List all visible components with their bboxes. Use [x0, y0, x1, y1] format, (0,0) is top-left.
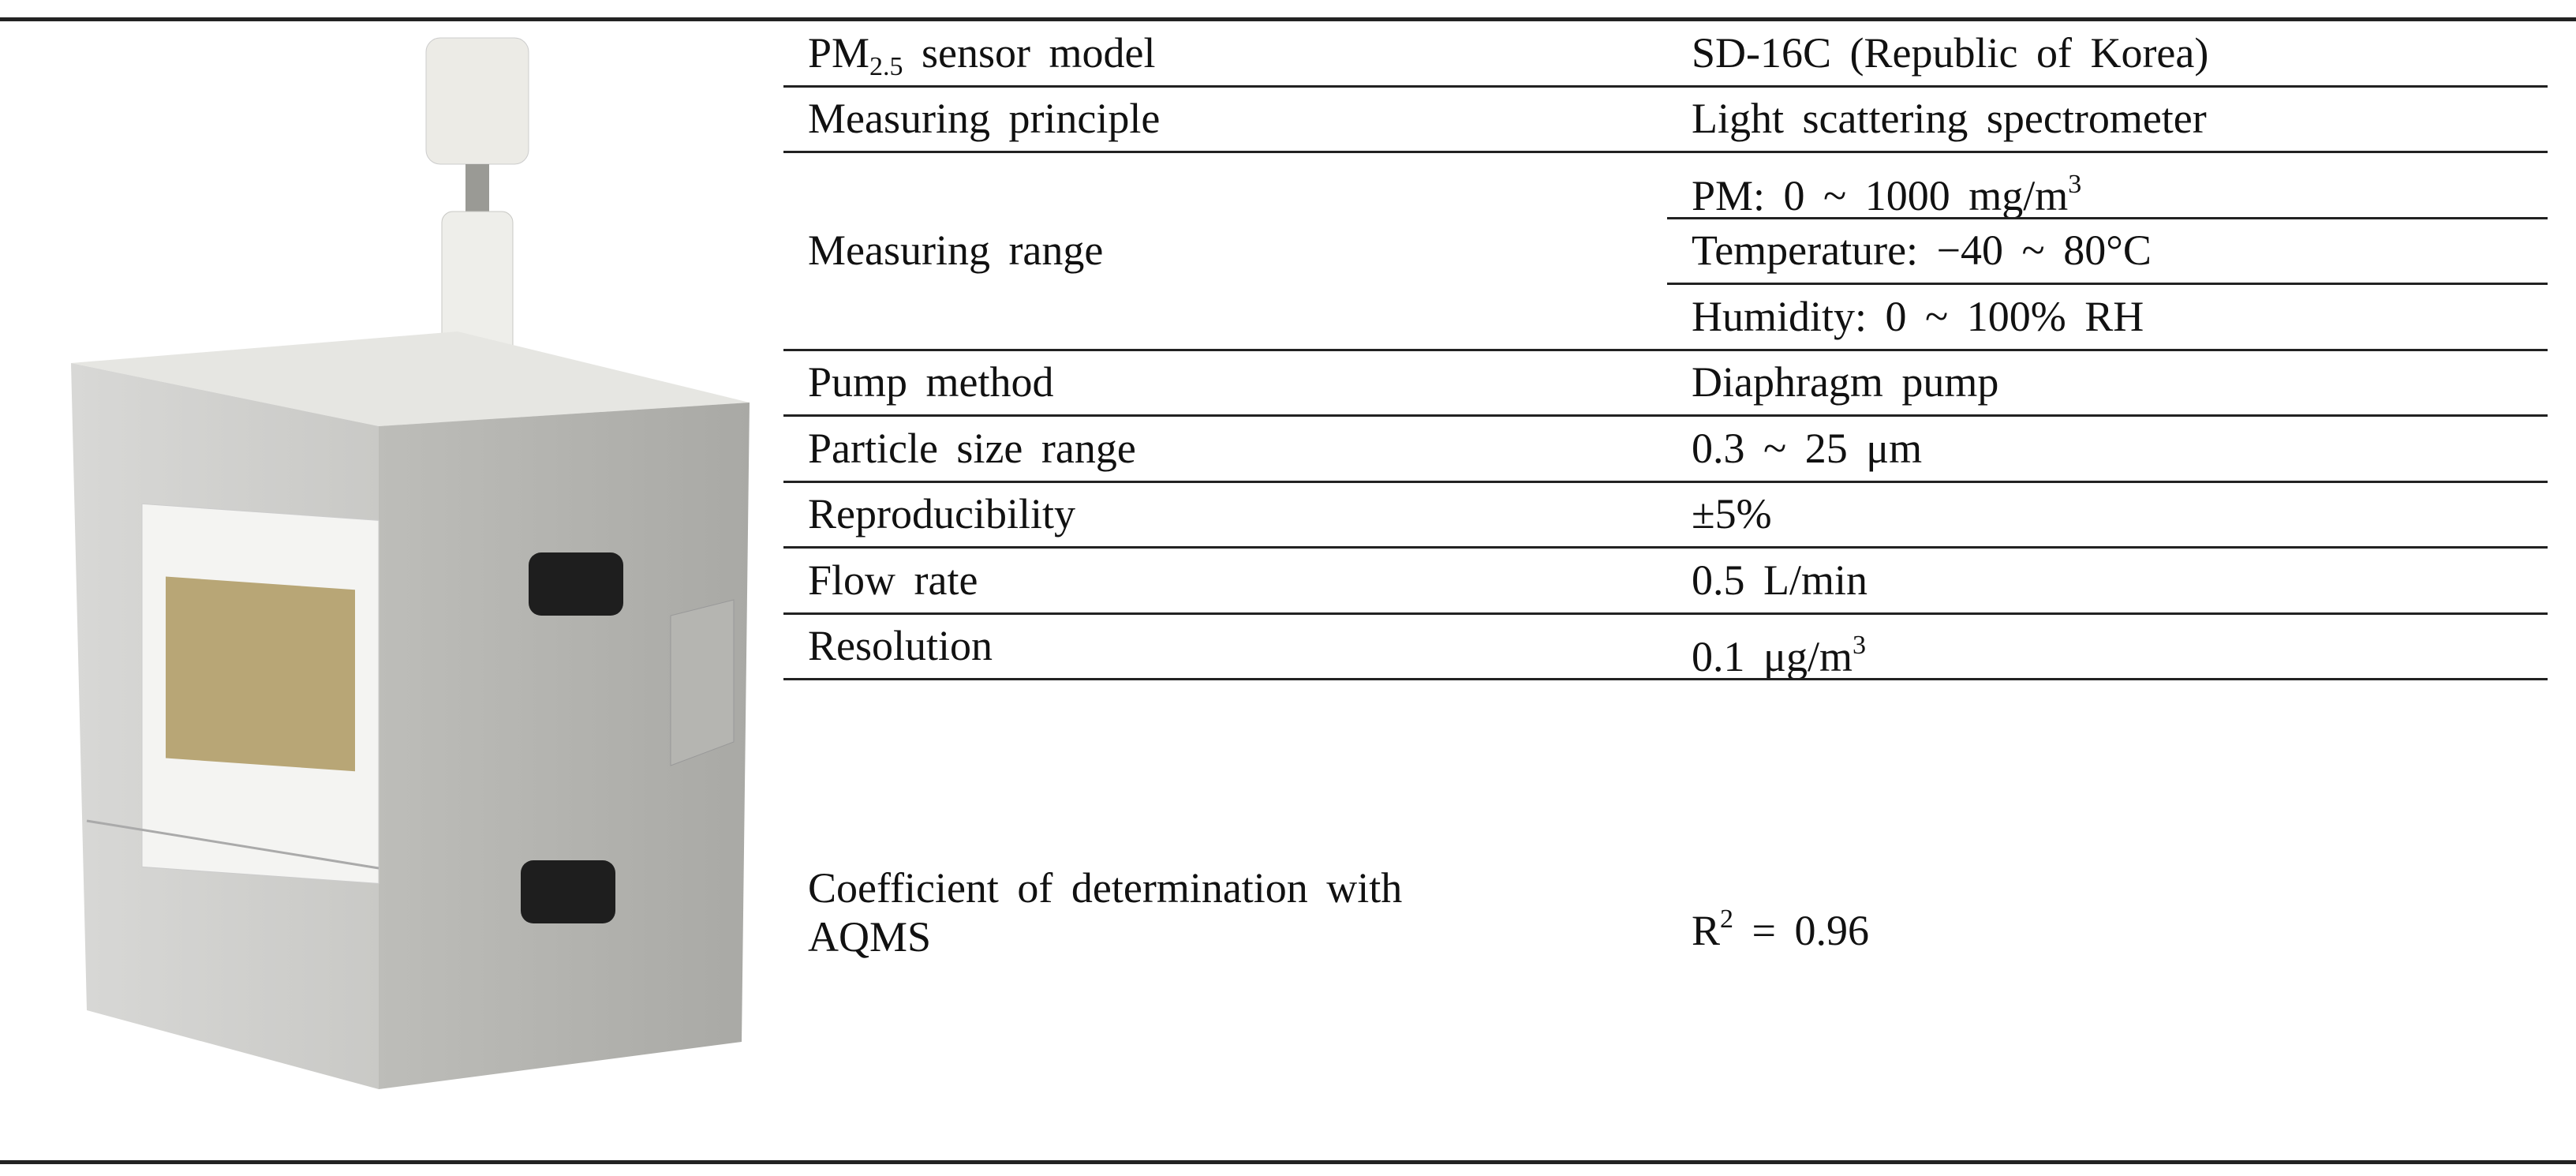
- row-label: Particle size range: [808, 424, 1136, 473]
- text: 2.5: [869, 51, 903, 81]
- text: Flow rate: [808, 556, 978, 604]
- row-value: R2 = 0.96: [1692, 895, 1869, 955]
- row-value: Light scattering spectrometer: [1692, 94, 2207, 143]
- row-value: SD-16C (Republic of Korea): [1692, 28, 2208, 77]
- row-line: [783, 678, 2548, 680]
- row-value: 0.5 L/min: [1692, 556, 1868, 605]
- row-line: [783, 348, 2548, 351]
- row-value: Humidity: 0 ~ 100% RH: [1692, 292, 2144, 341]
- row-value: PM: 0 ~ 1000 mg/m3: [1692, 160, 2081, 220]
- top-rule: [0, 17, 2576, 21]
- row-label: Measuring range: [808, 226, 1103, 275]
- text: sensor model: [903, 28, 1156, 77]
- row-value: 0.3 ~ 25 μm: [1692, 424, 1922, 473]
- text: ±5%: [1692, 490, 1772, 538]
- text: Light scattering spectrometer: [1692, 95, 2207, 143]
- text: 0.5 L/min: [1692, 556, 1868, 604]
- row-label: Flow rate: [808, 556, 978, 605]
- row-line: [783, 151, 2548, 153]
- text: 3: [2068, 169, 2082, 199]
- text: Coefficient of determination with AQMS: [808, 864, 1403, 961]
- text: Particle size range: [808, 424, 1136, 472]
- row-value: Temperature: −40 ~ 80°C: [1692, 226, 2152, 275]
- text: R: [1692, 907, 1721, 954]
- text: Humidity: 0 ~ 100% RH: [1692, 292, 2144, 340]
- sub-row-line: [1667, 216, 2548, 219]
- text: PM: [808, 28, 870, 77]
- row-value: 0.1 μg/m3: [1692, 621, 1866, 681]
- row-label: Coefficient of determination with AQMS: [808, 863, 1534, 961]
- row-label: Reproducibility: [808, 489, 1075, 538]
- text: Measuring principle: [808, 95, 1161, 143]
- text: PM: 0 ~ 1000 mg/m: [1692, 171, 2069, 219]
- row-line: [783, 84, 2548, 88]
- sub-row-line: [1667, 283, 2548, 285]
- text: Resolution: [808, 622, 993, 670]
- row-line: [783, 414, 2548, 417]
- text: 2: [1720, 904, 1734, 934]
- text: Reproducibility: [808, 490, 1075, 538]
- row-value: Diaphragm pump: [1692, 358, 1998, 406]
- text: 0.1 μg/m: [1692, 633, 1853, 681]
- row-label: Resolution: [808, 621, 993, 670]
- text: Measuring range: [808, 227, 1104, 275]
- row-label: PM2.5 sensor model: [808, 28, 1156, 92]
- row-value: ±5%: [1692, 489, 1772, 538]
- row-line: [783, 612, 2548, 615]
- device-photo: [71, 37, 750, 1089]
- text: 3: [1852, 631, 1866, 661]
- text: = 0.96: [1733, 907, 1869, 954]
- text: Diaphragm pump: [1692, 358, 1999, 406]
- row-line: [783, 480, 2548, 483]
- row-line: [783, 546, 2548, 549]
- text: SD-16C (Republic of Korea): [1692, 28, 2209, 77]
- text: 0.3 ~ 25 μm: [1692, 424, 1923, 472]
- row-label: Pump method: [808, 358, 1054, 406]
- text: Pump method: [808, 358, 1054, 406]
- bottom-rule: [0, 1160, 2576, 1164]
- text: Temperature: −40 ~ 80°C: [1692, 227, 2152, 275]
- row-label: Measuring principle: [808, 94, 1160, 143]
